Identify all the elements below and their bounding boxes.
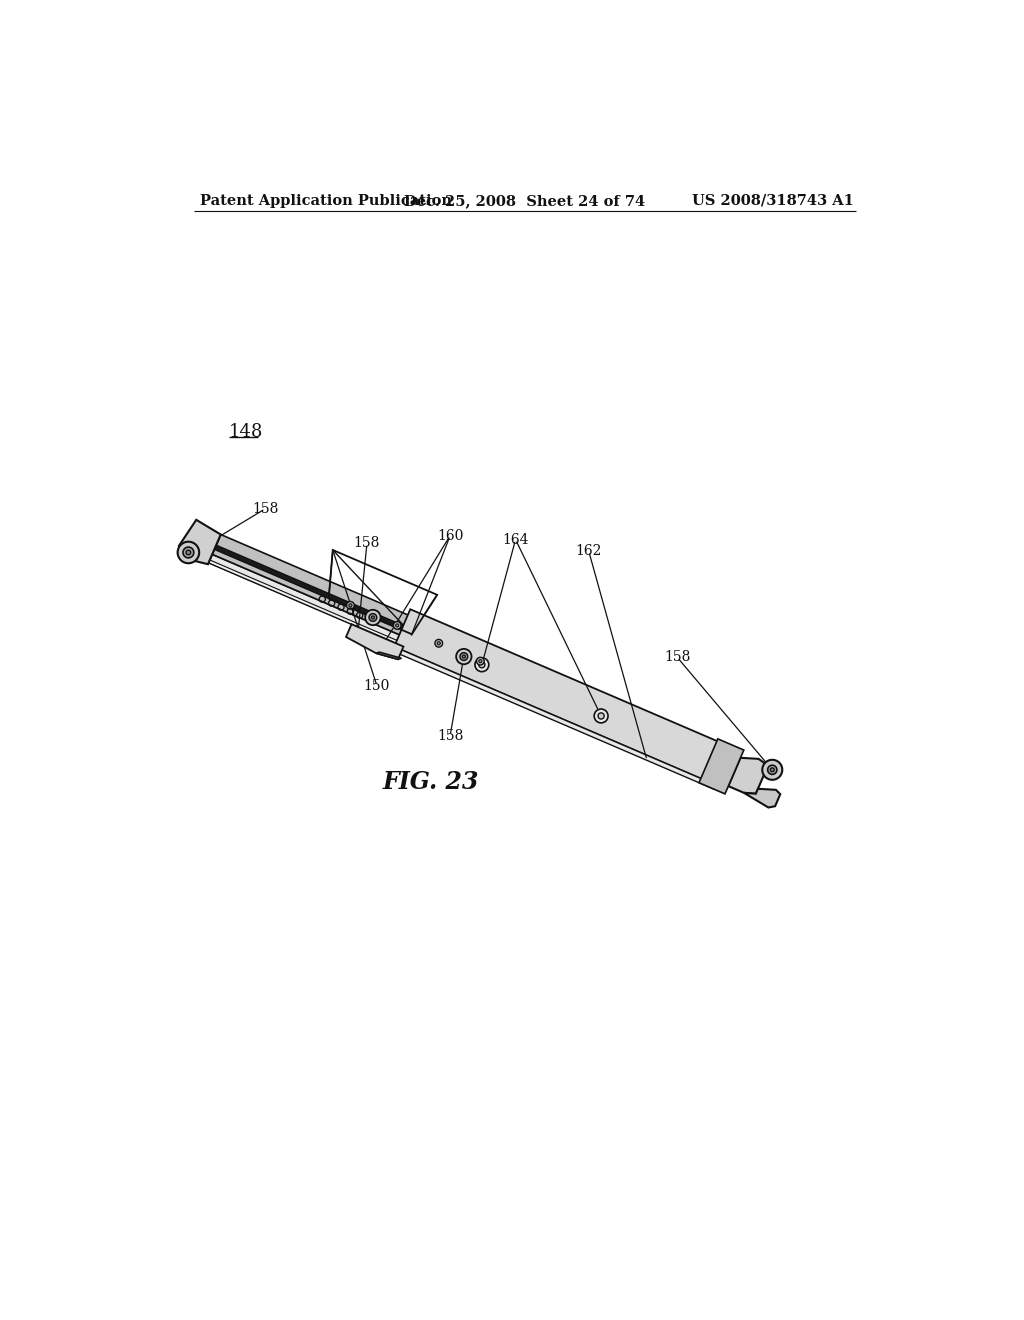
Circle shape	[460, 652, 468, 660]
Polygon shape	[728, 758, 768, 793]
Text: 158: 158	[665, 651, 690, 664]
Text: 158: 158	[353, 536, 380, 550]
Circle shape	[366, 610, 381, 626]
Text: 150: 150	[364, 678, 390, 693]
Circle shape	[435, 639, 442, 647]
Polygon shape	[394, 610, 732, 785]
Polygon shape	[699, 739, 743, 793]
Polygon shape	[376, 652, 401, 659]
Polygon shape	[214, 545, 736, 772]
Circle shape	[479, 661, 485, 668]
Circle shape	[177, 541, 200, 564]
Text: 148: 148	[229, 422, 263, 441]
Circle shape	[372, 616, 375, 619]
Circle shape	[475, 657, 488, 672]
Circle shape	[462, 655, 465, 659]
Text: 162: 162	[575, 544, 602, 558]
Text: 158: 158	[252, 502, 279, 516]
Circle shape	[369, 614, 377, 622]
Text: Patent Application Publication: Patent Application Publication	[200, 194, 452, 207]
Text: 158: 158	[437, 729, 463, 743]
Circle shape	[183, 546, 194, 558]
Circle shape	[594, 709, 608, 723]
Polygon shape	[743, 789, 780, 808]
Text: 164: 164	[503, 532, 528, 546]
Polygon shape	[392, 647, 717, 789]
Polygon shape	[209, 554, 732, 787]
Text: Dec. 25, 2008  Sheet 24 of 74: Dec. 25, 2008 Sheet 24 of 74	[404, 194, 645, 207]
Circle shape	[393, 622, 401, 630]
Circle shape	[437, 642, 440, 644]
Circle shape	[346, 602, 354, 609]
Circle shape	[476, 657, 484, 665]
Circle shape	[395, 624, 398, 627]
Circle shape	[770, 768, 774, 772]
Polygon shape	[179, 520, 221, 564]
Circle shape	[456, 649, 471, 664]
Circle shape	[349, 603, 352, 607]
Circle shape	[479, 660, 482, 663]
Polygon shape	[346, 624, 403, 659]
Circle shape	[598, 713, 604, 719]
Circle shape	[768, 766, 777, 775]
Text: FIG. 23: FIG. 23	[383, 770, 479, 795]
Circle shape	[762, 760, 782, 780]
Polygon shape	[209, 560, 729, 787]
Text: US 2008/318743 A1: US 2008/318743 A1	[692, 194, 854, 207]
Text: 160: 160	[437, 529, 463, 543]
Polygon shape	[212, 535, 740, 777]
Circle shape	[186, 550, 190, 554]
